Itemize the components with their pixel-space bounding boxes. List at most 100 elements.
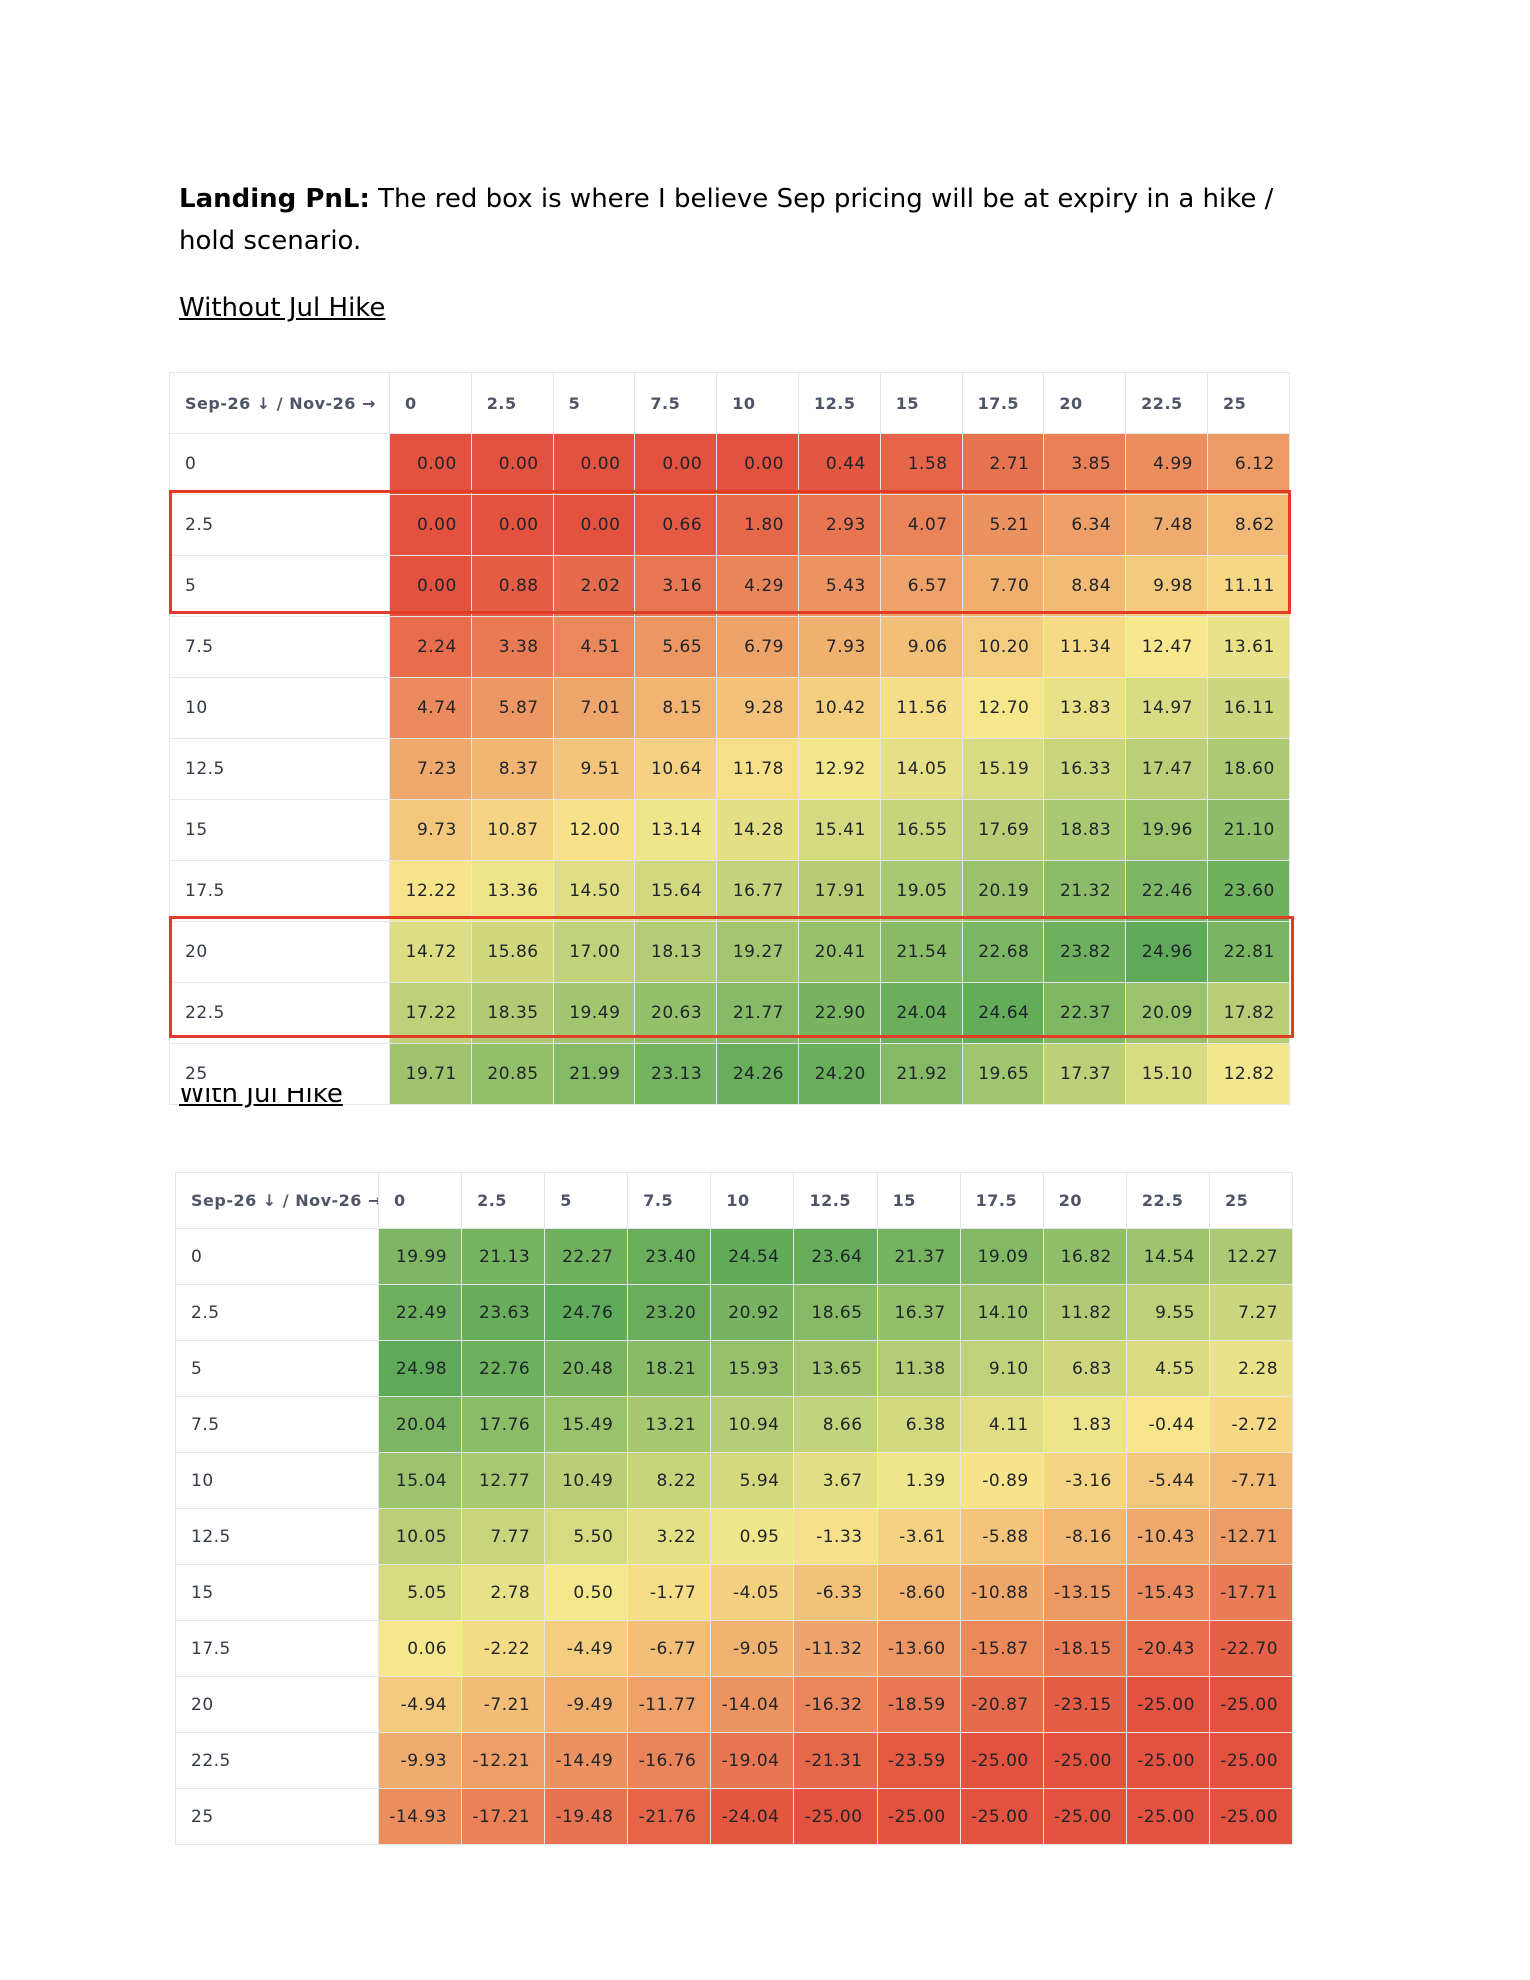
pnl-cell: 12.77 [461,1452,546,1509]
pnl-cell: 6.79 [716,616,799,678]
pnl-cell: 0.44 [797,433,881,495]
pnl-table-with-jul-hike: Sep-26 ↓ / Nov-26 → 0 2.5 5 7.5 10 12.5 15 17.5 2… [175,1172,1294,1845]
pnl-cell: -4.49 [544,1620,629,1677]
pnl-cell: 23.60 [1206,860,1290,922]
column-header: 5 [544,1172,629,1229]
row-label: 12.5 [175,1508,379,1565]
pnl-cell: 10.20 [961,616,1045,678]
table-header-row: Sep-26 ↓ / Nov-26 → 0 2.5 5 7.5 10 12.5 15 17.5 2… [169,372,1290,434]
pnl-cell: 10.64 [634,738,718,800]
pnl-cell: 17.00 [552,921,636,983]
pnl-cell: 24.04 [879,982,963,1044]
pnl-cell: 23.20 [627,1284,712,1341]
pnl-cell: 20.09 [1125,982,1208,1044]
pnl-cell: 10.94 [710,1396,795,1453]
table-row: 17.5 0.06 -2.22 -4.49 -6.77 -9.05 -11.32 -13.60… [175,1620,1294,1677]
pnl-cell: 10.05 [377,1508,463,1565]
pnl-cell: 0.00 [470,433,554,495]
pnl-cell: 19.27 [716,921,799,983]
column-header: 2.5 [461,1172,546,1229]
table-row: 25 19.71 20.85 21.99 23.13 24.26 24.20 21.92 19.… [169,1043,1290,1105]
pnl-cell: -5.88 [959,1508,1044,1565]
column-header: 12.5 [797,372,881,434]
pnl-cell: -9.05 [710,1620,795,1677]
pnl-cell: 9.98 [1125,555,1208,617]
pnl-cell: 10.42 [797,677,881,739]
pnl-cell: 0.00 [470,494,554,556]
table-row: 5 24.98 22.76 20.48 18.21 15.93 13.65 11.38 9.10… [175,1340,1294,1397]
pnl-cell: 12.22 [389,860,472,922]
pnl-cell: -23.59 [876,1732,961,1789]
pnl-cell: 15.04 [377,1452,463,1509]
pnl-cell: 17.69 [961,799,1045,861]
pnl-cell: 18.35 [470,982,554,1044]
pnl-cell: 11.82 [1042,1284,1127,1341]
pnl-cell: 2.28 [1208,1340,1294,1397]
pnl-cell: 15.41 [797,799,881,861]
column-header: 17.5 [961,372,1045,434]
pnl-cell: -4.05 [710,1564,795,1621]
pnl-cell: 9.28 [716,677,799,739]
pnl-cell: -9.49 [544,1676,629,1733]
pnl-cell: 1.83 [1042,1396,1127,1453]
pnl-cell: 24.54 [710,1228,795,1285]
row-label: 15 [169,799,390,861]
row-label: 7.5 [169,616,390,678]
pnl-cell: 7.77 [461,1508,546,1565]
pnl-cell: 0.00 [552,494,636,556]
pnl-cell: 19.09 [959,1228,1044,1285]
table-row: 7.5 2.24 3.38 4.51 5.65 6.79 7.93 9.06 10.20 11.3… [169,616,1290,678]
pnl-cell: 6.83 [1042,1340,1127,1397]
pnl-cell: 22.76 [461,1340,546,1397]
pnl-cell: -8.60 [876,1564,961,1621]
pnl-cell: 0.50 [544,1564,629,1621]
pnl-cell: 1.58 [879,433,963,495]
pnl-cell: 7.01 [552,677,636,739]
pnl-cell: 22.49 [377,1284,463,1341]
pnl-cell: -25.00 [793,1788,878,1845]
pnl-cell: 9.51 [552,738,636,800]
pnl-cell: 8.62 [1206,494,1290,556]
pnl-cell: -4.94 [377,1676,463,1733]
pnl-cell: 12.47 [1125,616,1208,678]
pnl-cell: -20.43 [1125,1620,1210,1677]
row-label: 7.5 [175,1396,379,1453]
pnl-cell: -25.00 [959,1732,1044,1789]
pnl-cell: -11.77 [627,1676,712,1733]
pnl-cell: -14.04 [710,1676,795,1733]
pnl-cell: 4.74 [389,677,472,739]
table-row: 7.5 20.04 17.76 15.49 13.21 10.94 8.66 6.38 4.11… [175,1396,1294,1453]
pnl-cell: 18.83 [1043,799,1127,861]
pnl-cell: 9.10 [959,1340,1044,1397]
pnl-cell: 19.99 [377,1228,463,1285]
column-header: 0 [377,1172,463,1229]
pnl-cell: 13.83 [1043,677,1127,739]
row-label: 2.5 [175,1284,379,1341]
pnl-cell: 5.05 [377,1564,463,1621]
column-header: 12.5 [793,1172,878,1229]
pnl-cell: 2.24 [389,616,472,678]
pnl-cell: -3.61 [876,1508,961,1565]
table-row: 22.5 17.22 18.35 19.49 20.63 21.77 22.90 24.04 2… [169,982,1290,1044]
column-header: 10 [710,1172,795,1229]
pnl-cell: 20.41 [797,921,881,983]
row-label: 20 [175,1676,379,1733]
pnl-cell: 7.27 [1208,1284,1294,1341]
table-row: 5 0.00 0.88 2.02 3.16 4.29 5.43 6.57 7.70 8.84 9.9… [169,555,1290,617]
pnl-cell: 23.40 [627,1228,712,1285]
pnl-cell: 0.66 [634,494,718,556]
table-row: 2.5 0.00 0.00 0.00 0.66 1.80 2.93 4.07 5.21 6.34 7… [169,494,1290,556]
pnl-cell: -7.71 [1208,1452,1294,1509]
pnl-cell: 7.70 [961,555,1045,617]
pnl-cell: 15.49 [544,1396,629,1453]
pnl-cell: -25.00 [876,1788,961,1845]
pnl-cell: 19.96 [1125,799,1208,861]
pnl-cell: 2.78 [461,1564,546,1621]
pnl-cell: 11.34 [1043,616,1127,678]
section-heading-with-jul-hike: With Jul Hike [179,1088,343,1109]
pnl-cell: 16.55 [879,799,963,861]
pnl-cell: 4.99 [1125,433,1208,495]
row-label: 0 [169,433,390,495]
pnl-cell: 0.00 [634,433,718,495]
pnl-cell: 20.63 [634,982,718,1044]
